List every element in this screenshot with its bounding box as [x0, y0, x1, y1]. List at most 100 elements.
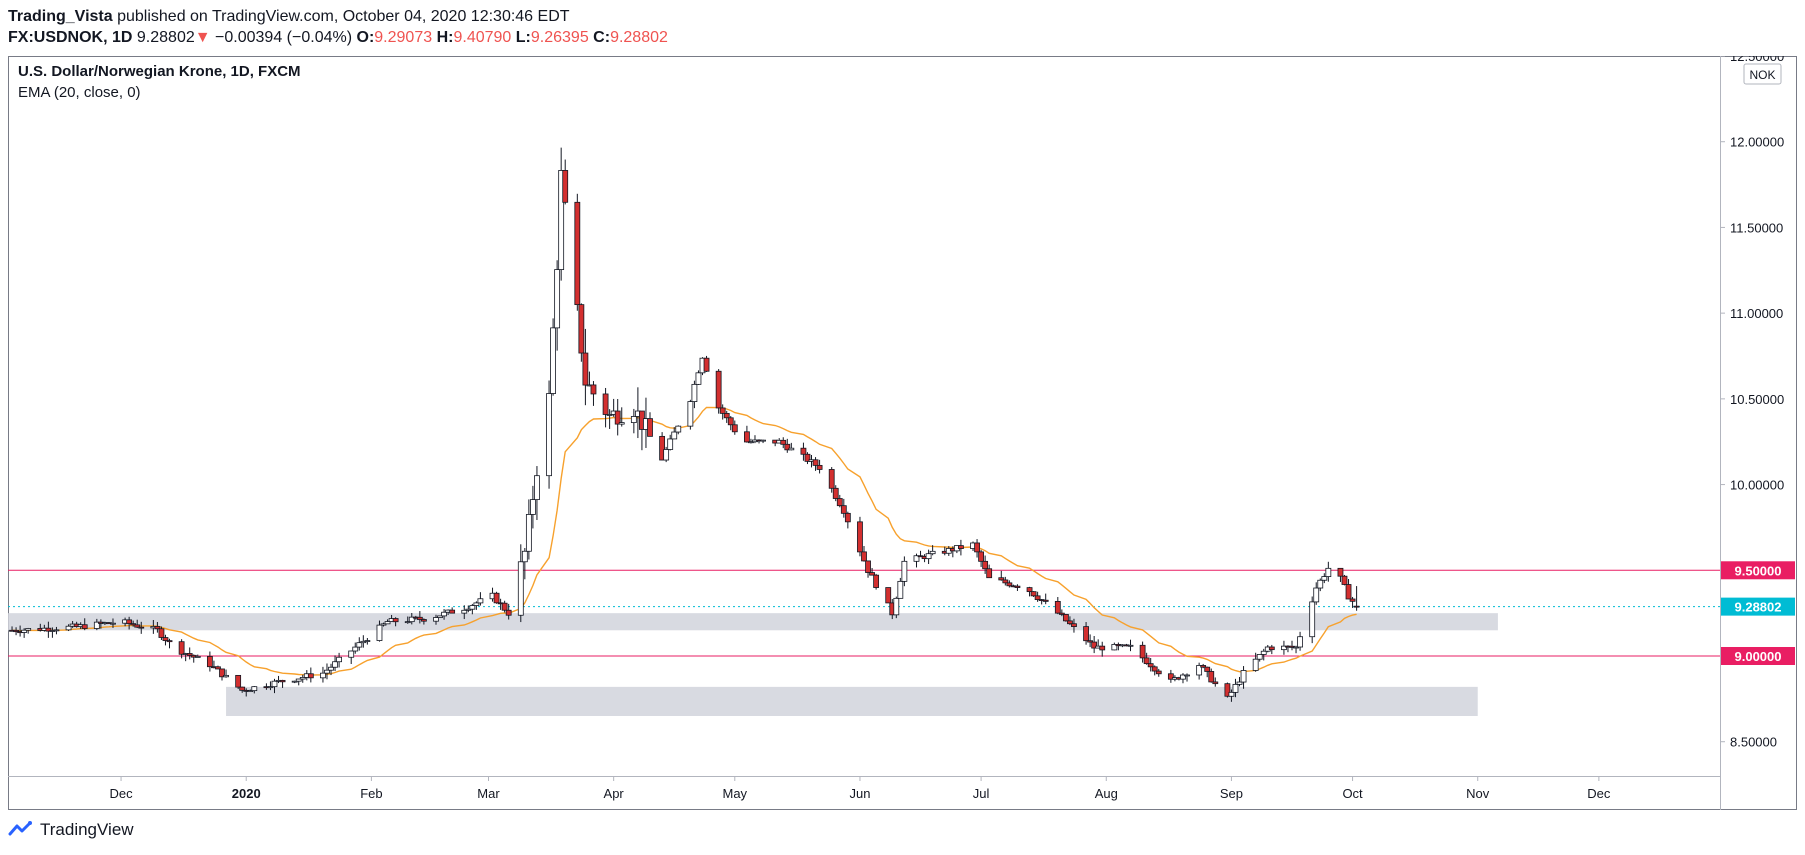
candle[interactable]: [865, 560, 871, 578]
candle[interactable]: [45, 621, 52, 638]
candle[interactable]: [1228, 689, 1235, 702]
candle[interactable]: [723, 410, 730, 423]
candle[interactable]: [788, 442, 795, 451]
candle[interactable]: [194, 654, 201, 658]
candle[interactable]: [364, 637, 371, 645]
candle[interactable]: [1309, 596, 1316, 644]
candle[interactable]: [1030, 591, 1037, 597]
candle[interactable]: [614, 399, 621, 436]
candle[interactable]: [65, 624, 72, 632]
candle[interactable]: [986, 564, 993, 579]
candle[interactable]: [521, 548, 528, 580]
candle[interactable]: [691, 380, 698, 409]
tradingview-logo-icon[interactable]: [8, 820, 34, 840]
candle[interactable]: [299, 674, 306, 683]
candle[interactable]: [534, 466, 540, 521]
candle[interactable]: [816, 459, 823, 474]
candle[interactable]: [562, 159, 569, 205]
candle[interactable]: [1240, 666, 1247, 689]
candle[interactable]: [247, 689, 254, 693]
candle[interactable]: [376, 620, 383, 642]
candle[interactable]: [929, 545, 936, 556]
candle[interactable]: [13, 627, 19, 636]
candle[interactable]: [1006, 580, 1013, 588]
candle[interactable]: [295, 678, 302, 686]
candle[interactable]: [1345, 579, 1352, 600]
candle[interactable]: [441, 609, 447, 620]
candle[interactable]: [336, 652, 342, 668]
candle[interactable]: [715, 369, 722, 414]
support-zone-0[interactable]: [8, 613, 1498, 631]
candle[interactable]: [582, 328, 589, 406]
candle[interactable]: [1139, 641, 1146, 663]
candle[interactable]: [215, 665, 221, 670]
candle[interactable]: [1293, 645, 1299, 654]
candle[interactable]: [744, 425, 750, 443]
candle[interactable]: [1062, 613, 1069, 622]
candle[interactable]: [352, 642, 359, 654]
candle[interactable]: [81, 618, 88, 631]
candle[interactable]: [110, 618, 116, 628]
candle[interactable]: [857, 516, 863, 557]
candle[interactable]: [449, 607, 456, 614]
candle[interactable]: [1349, 596, 1356, 608]
candle[interactable]: [618, 407, 625, 427]
candle[interactable]: [239, 686, 246, 693]
candle[interactable]: [719, 404, 726, 420]
candle[interactable]: [1184, 673, 1190, 682]
candle[interactable]: [1321, 573, 1328, 584]
candle[interactable]: [1317, 578, 1324, 592]
candle[interactable]: [186, 647, 193, 660]
candle[interactable]: [760, 439, 766, 444]
candle[interactable]: [93, 618, 100, 631]
candle[interactable]: [251, 686, 258, 694]
candle[interactable]: [1212, 677, 1219, 687]
support-zone-1[interactable]: [226, 686, 1478, 716]
candle[interactable]: [219, 668, 225, 681]
candle[interactable]: [501, 600, 508, 613]
candle[interactable]: [546, 380, 552, 489]
brand-name[interactable]: TradingView: [40, 820, 134, 839]
candle[interactable]: [1067, 616, 1073, 626]
candle[interactable]: [166, 638, 173, 649]
candle[interactable]: [1180, 673, 1186, 684]
candle[interactable]: [873, 573, 880, 590]
candle[interactable]: [727, 416, 734, 431]
candle[interactable]: [667, 434, 674, 451]
candle[interactable]: [517, 544, 524, 623]
candle[interactable]: [154, 621, 161, 633]
chart-frame[interactable]: 8.50000 9.00000 9.50000 10.00000 10.50000 11.…: [8, 49, 1797, 810]
candle[interactable]: [324, 663, 330, 680]
candle[interactable]: [731, 420, 738, 435]
candle[interactable]: [885, 587, 892, 604]
candle[interactable]: [1268, 644, 1275, 655]
candle[interactable]: [53, 626, 60, 635]
candle[interactable]: [530, 485, 536, 529]
candle[interactable]: [267, 681, 274, 691]
candle[interactable]: [25, 627, 32, 634]
candle[interactable]: [974, 539, 980, 558]
candle[interactable]: [1196, 662, 1203, 680]
candle[interactable]: [1167, 669, 1174, 683]
candle[interactable]: [1232, 678, 1239, 698]
candle[interactable]: [647, 412, 653, 437]
candle[interactable]: [1313, 582, 1320, 605]
candle[interactable]: [332, 655, 338, 672]
candle[interactable]: [1026, 586, 1033, 597]
candle[interactable]: [1034, 591, 1041, 602]
candle[interactable]: [477, 592, 484, 606]
candle[interactable]: [695, 370, 702, 385]
candle[interactable]: [1204, 666, 1211, 678]
author-name[interactable]: Trading_Vista: [8, 8, 113, 25]
candle[interactable]: [1054, 597, 1061, 615]
candle[interactable]: [469, 603, 476, 615]
candle[interactable]: [1147, 657, 1154, 672]
candle[interactable]: [780, 437, 787, 449]
candle[interactable]: [663, 446, 670, 463]
candle[interactable]: [861, 546, 867, 562]
candle[interactable]: [1151, 665, 1158, 676]
candle[interactable]: [348, 650, 355, 665]
candle[interactable]: [206, 651, 213, 672]
candle[interactable]: [384, 619, 391, 625]
candle[interactable]: [1236, 676, 1243, 687]
